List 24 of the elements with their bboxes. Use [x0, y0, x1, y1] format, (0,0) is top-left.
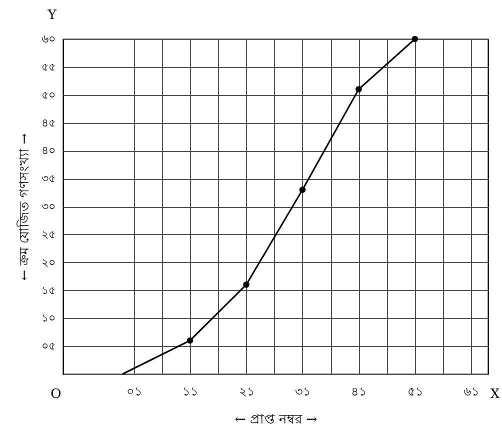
x-tick-label: ৫১: [407, 384, 424, 398]
y-tick-label: ২৫: [42, 228, 56, 241]
y-tick-label: ২০: [42, 256, 56, 269]
x-tick-label: ২১: [238, 384, 255, 398]
y-tick-label: ৫০: [42, 88, 56, 102]
y-tick-label: ৩৫: [42, 172, 56, 186]
y-tick-label: ৪৫: [42, 116, 56, 130]
y-tick-label: ১০: [42, 312, 56, 325]
y-tick-label: ৫৫: [42, 60, 56, 74]
x-tick-label: ১১: [182, 384, 199, 398]
y-tick-label: ৪০: [42, 144, 56, 158]
y-tick-label: ৬০: [42, 32, 56, 46]
y-tick-label: ০৫: [42, 340, 56, 353]
y-tick-label: ১৫: [42, 284, 56, 297]
x-tick-label: ০১: [126, 384, 142, 398]
x-tick-label: ৩১: [294, 384, 311, 398]
x-axis-title: ← প্রাপ্ত নম্বর →: [234, 412, 318, 428]
x-tick-label: ৬১: [464, 384, 480, 398]
y-tick-label: ৩০: [42, 200, 56, 213]
x-tick-label: ৪১: [351, 384, 368, 398]
text: Y: [46, 8, 57, 23]
y-axis-title: ← ক্রম যোজিত গণসংখ্যা →: [16, 133, 32, 281]
text: O: [50, 387, 62, 402]
text: X: [490, 387, 500, 402]
